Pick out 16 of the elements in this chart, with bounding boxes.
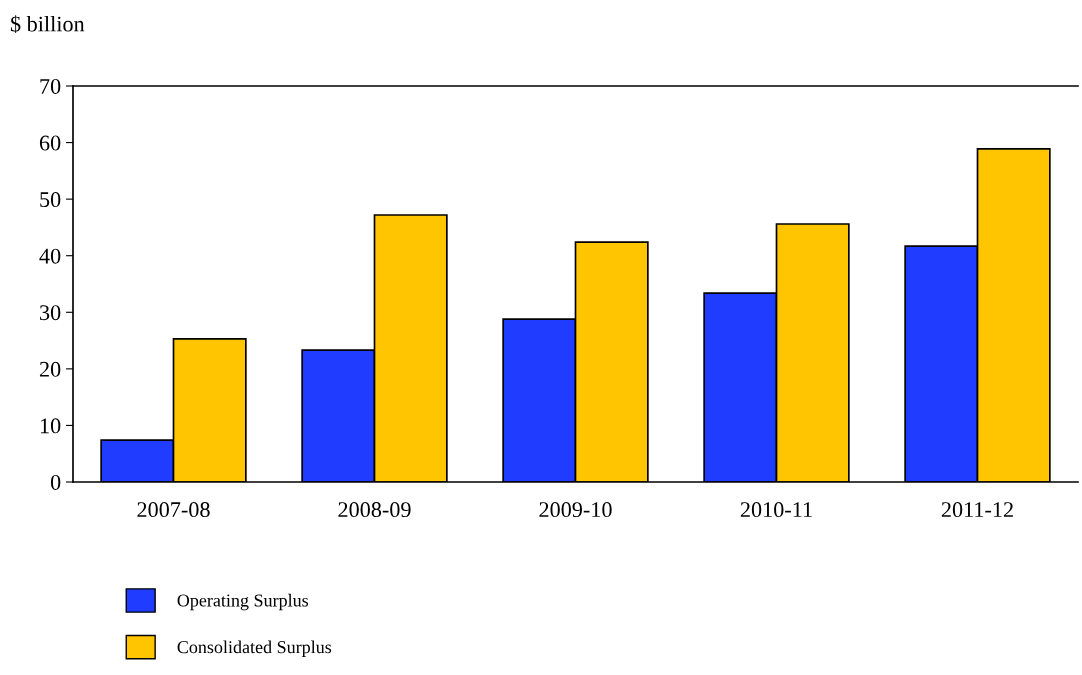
y-axis-title: $ billion	[10, 15, 85, 34]
y-tick-label: 0	[50, 474, 61, 490]
x-tick-label: 2009-10	[539, 502, 612, 518]
y-tick-label: 60	[39, 135, 61, 151]
y-tick-label: 40	[39, 248, 61, 264]
x-tick-label: 2011-12	[941, 502, 1013, 518]
x-tick-label: 2008-09	[338, 502, 411, 518]
y-tick-label: 10	[40, 418, 61, 434]
y-tick-label: 70	[40, 78, 61, 94]
legend-label: Consolidated Surplus	[177, 640, 332, 657]
y-tick-label: 20	[39, 361, 61, 377]
x-tick-label: 2007-08	[137, 502, 210, 518]
y-tick-label: 50	[40, 192, 61, 208]
y-tick-label: 30	[40, 305, 61, 321]
legend-label: Operating Surplus	[177, 593, 309, 611]
x-tick-label: 2010-11	[740, 502, 812, 518]
